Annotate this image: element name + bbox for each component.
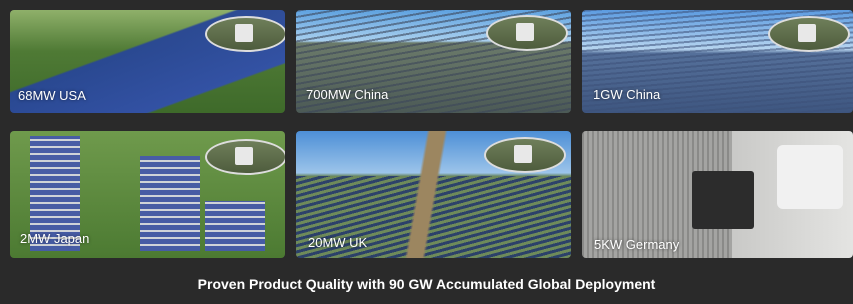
project-tile: 5KW Germany bbox=[582, 131, 853, 258]
inset-photo bbox=[768, 16, 850, 52]
inset-photo bbox=[484, 137, 566, 173]
tile-label: 2MW Japan bbox=[20, 231, 89, 246]
tile-label: 68MW USA bbox=[18, 88, 86, 103]
project-tile: 1GW China bbox=[582, 10, 853, 113]
project-tile: 700MW China bbox=[296, 10, 571, 113]
page: 68MW USA 700MW China 1GW China 2MW Japan… bbox=[0, 0, 853, 304]
tile-label: 20MW UK bbox=[308, 235, 367, 250]
inset-photo bbox=[486, 15, 568, 51]
tile-label: 700MW China bbox=[306, 87, 388, 102]
device bbox=[692, 171, 754, 229]
tile-label: 5KW Germany bbox=[594, 237, 679, 252]
project-tile: 68MW USA bbox=[10, 10, 285, 113]
tile-label: 1GW China bbox=[593, 87, 660, 102]
inset-photo bbox=[205, 139, 285, 175]
project-tile: 2MW Japan bbox=[10, 131, 285, 258]
project-tile: 20MW UK bbox=[296, 131, 571, 258]
device bbox=[777, 145, 843, 209]
caption: Proven Product Quality with 90 GW Accumu… bbox=[0, 276, 853, 292]
inset-photo bbox=[205, 16, 285, 52]
